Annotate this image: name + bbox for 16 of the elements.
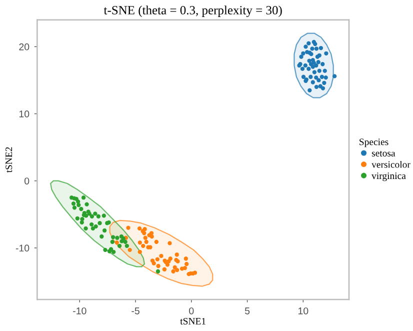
x-tick-label: 5 — [244, 308, 250, 314]
y-tick-label: 20 — [19, 43, 30, 50]
legend-title: Species — [360, 138, 388, 148]
y-tick-label: -10 — [16, 244, 30, 252]
chart-title: t-SNE (theta = 0.3, perplexity = 30) — [104, 6, 282, 17]
y-axis-title: tSNE2 — [6, 147, 12, 173]
x-tick-label: 10 — [298, 307, 308, 314]
x-tick-label: -5 — [132, 308, 140, 314]
x-tick-label: 0 — [189, 307, 194, 314]
legend-label: virginica — [372, 172, 406, 182]
legend-label: setosa — [372, 150, 396, 156]
x-axis-title: tSNE1 — [180, 318, 206, 324]
x-tick-label: -10 — [73, 307, 86, 314]
y-tick-label: 10 — [19, 110, 30, 118]
legend-label: versicolor — [372, 160, 410, 168]
y-tick-label: 0 — [24, 178, 30, 184]
